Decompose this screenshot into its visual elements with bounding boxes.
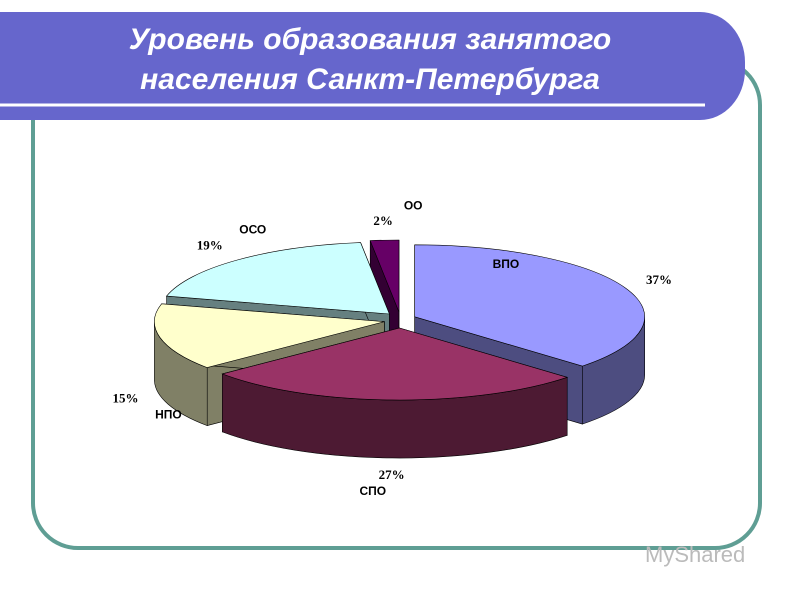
slice: [369, 239, 400, 313]
category-label: СПО: [360, 484, 387, 498]
slice: [414, 244, 645, 367]
value-label: 37%: [646, 272, 672, 287]
value-label: 2%: [373, 213, 393, 228]
category-label: ОО: [404, 198, 423, 212]
value-label: 15%: [112, 390, 138, 405]
watermark: MyShared: [645, 542, 745, 567]
slice: [154, 303, 385, 368]
category-label: ВПО: [493, 257, 520, 271]
slice: [166, 242, 390, 315]
chart-title: Уровень образования занятого населения С…: [128, 23, 612, 96]
value-label: 19%: [197, 237, 223, 252]
value-label: 27%: [379, 467, 405, 482]
category-label: НПО: [155, 408, 182, 422]
category-label: ОСО: [239, 223, 266, 237]
title-banner: [0, 12, 745, 120]
slice: [221, 327, 569, 401]
